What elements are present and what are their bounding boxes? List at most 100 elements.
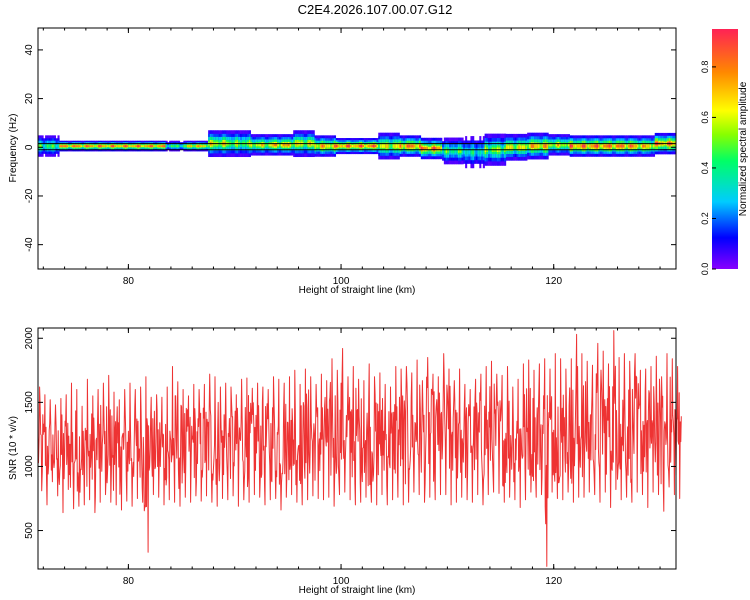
heatmap-cell [454,149,457,153]
heatmap-cell [107,145,110,147]
heatmap-cell [250,143,253,147]
heatmap-cell [543,144,546,148]
heatmap-cell [291,143,294,147]
heatmap-cell [403,144,406,148]
heatmap-cell [598,144,601,148]
heatmap-cell [445,149,448,153]
heatmap-cell [178,145,181,147]
spectrogram-x-ticks: 80 100 120 [42,28,661,287]
heatmap-cell [376,144,379,148]
heatmap-cell [631,144,634,148]
heatmap-cell [100,145,103,147]
heatmap-cell [52,144,55,148]
heatmap-cell [323,144,326,148]
heatmap-cell [325,144,328,148]
spectrogram-y-axis-label: Frequency (Hz) [8,114,19,183]
heatmap-cell [603,144,606,148]
heatmap-cell [172,145,175,147]
heatmap-cell [559,143,562,147]
heatmap-cell [337,144,340,148]
spectrogram-frame [37,27,677,270]
heatmap-cell [399,144,402,148]
heatmap-cell [583,144,586,148]
heatmap-cell [461,149,464,153]
figure-title: C2E4.2026.107.00.07.G12 [298,2,453,17]
heatmap-cell [520,145,523,150]
heatmap-cell [601,144,604,148]
heatmap-cell [551,143,555,147]
heatmap-cell [192,145,195,147]
heatmap-cell [162,145,165,147]
heatmap-cell [381,144,384,148]
heatmap-cell [397,144,400,148]
heatmap-cell [140,145,143,147]
heatmap-cell [576,144,579,148]
heatmap-cell [477,149,480,155]
heatmap-cell [466,149,469,155]
heatmap-cell [541,144,544,148]
heatmap-cell [87,145,90,147]
heatmap-cell [151,145,154,147]
heatmap-cell [349,144,352,148]
heatmap-cell [50,144,53,148]
heatmap-cell [358,144,361,148]
snr-series-line [37,330,682,567]
heatmap-cell [176,145,179,147]
heatmap-cell [401,144,404,148]
heatmap-cell [318,144,321,148]
heatmap-cell [55,144,58,148]
heatmap-cell [567,143,570,147]
heatmap-cell [429,147,432,150]
heatmap-cell [333,144,337,148]
heatmap-cell [449,149,452,153]
heatmap-cell [84,145,87,147]
heatmap-cell [149,145,152,147]
heatmap-cell [103,145,106,147]
heatmap-cell [48,144,51,148]
colorbar-label: Normalized spectral amplitude [738,81,749,216]
snr-x-ticks: 80 100 120 [42,328,661,587]
snr-panel: 80 100 120 2000 1500 1000 500 Height of strai… [8,327,682,596]
heatmap-cell [146,145,149,147]
heatmap-cell [447,149,450,153]
spectrogram-x-tick-label: 80 [123,276,135,287]
heatmap-cell [424,147,427,150]
colorbar-tick-label: 0.4 [700,162,710,175]
heatmap-cell [43,144,46,148]
snr-y-tick-label: 2000 [24,327,35,350]
snr-y-tick-label: 500 [24,522,35,539]
heatmap-cell [185,145,188,147]
heatmap-cell [431,147,434,150]
heatmap-cell [193,145,197,147]
heatmap-cell [622,144,625,148]
heatmap-cell [160,145,163,147]
heatmap-cell [188,145,191,147]
heatmap-cell [135,145,138,147]
heatmap-cell [64,145,67,147]
heatmap-cell [252,143,255,147]
heatmap-cell [371,144,374,148]
heatmap-cell [571,144,574,148]
heatmap-cell [438,147,441,150]
heatmap-cell [68,145,71,147]
heatmap-cell [342,144,345,148]
heatmap-cell [119,145,122,147]
heatmap-cell [174,145,177,147]
heatmap-cell [585,144,588,148]
heatmap-cell [101,145,104,147]
heatmap-cell [372,144,376,148]
heatmap-cell [642,144,645,148]
heatmap-cell [115,145,119,147]
heatmap-cell [635,144,638,148]
heatmap-cell [108,145,111,147]
heatmap-cell [452,149,455,153]
heatmap-cell [181,145,184,147]
heatmap-cell [395,144,399,148]
heatmap-cell [82,145,85,147]
heatmap-cell [413,144,416,148]
heatmap-cell [511,145,514,150]
heatmap-cell [612,144,615,148]
colorbar-tick-label: 0.0 [700,263,710,276]
heatmap-cell [385,144,388,148]
heatmap-cell [348,144,351,148]
